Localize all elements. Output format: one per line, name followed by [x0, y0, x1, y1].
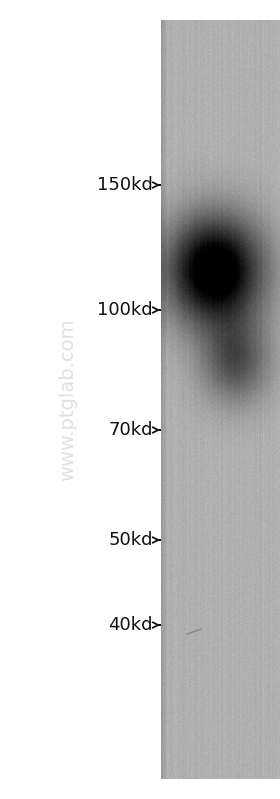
Text: 50kd: 50kd [109, 531, 153, 549]
Text: 70kd: 70kd [109, 421, 153, 439]
Text: 100kd: 100kd [97, 301, 153, 319]
Text: 150kd: 150kd [97, 176, 153, 194]
Text: www.ptglab.com: www.ptglab.com [58, 318, 77, 481]
Text: 40kd: 40kd [109, 616, 153, 634]
